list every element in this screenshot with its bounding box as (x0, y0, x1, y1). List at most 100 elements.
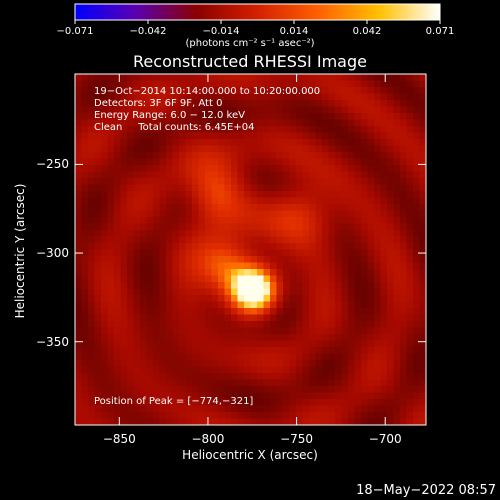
heatmap-cell (315, 100, 323, 108)
heatmap-cell (406, 373, 414, 381)
heatmap-cell (133, 347, 141, 355)
heatmap-cell (231, 418, 239, 425)
heatmap-cell (140, 314, 148, 322)
heatmap-cell (231, 171, 239, 179)
heatmap-cell (361, 262, 369, 270)
heatmap-cell (406, 379, 414, 387)
heatmap-cell (270, 158, 278, 166)
heatmap-cell (374, 243, 382, 251)
heatmap-cell (257, 210, 265, 218)
heatmap-cell (341, 366, 349, 374)
heatmap-cell (406, 93, 414, 101)
heatmap-cell (140, 210, 148, 218)
heatmap-cell (400, 282, 408, 290)
heatmap-cell (413, 132, 421, 140)
heatmap-cell (315, 132, 323, 140)
heatmap-cell (133, 145, 141, 153)
heatmap-cell (374, 412, 382, 420)
heatmap-cell (166, 106, 174, 114)
heatmap-cell (172, 360, 180, 368)
heatmap-cell (250, 334, 258, 342)
heatmap-cell (276, 197, 284, 205)
heatmap-cell (224, 308, 232, 316)
heatmap-cell (192, 80, 200, 88)
heatmap-cell (335, 412, 343, 420)
heatmap-cell (140, 360, 148, 368)
heatmap-cell (218, 132, 226, 140)
heatmap-cell (302, 340, 310, 348)
heatmap-cell (211, 100, 219, 108)
heatmap-cell (101, 301, 109, 309)
heatmap-cell (179, 204, 187, 212)
heatmap-cell (263, 139, 271, 147)
heatmap-cell (166, 184, 174, 192)
heatmap-cell (75, 301, 83, 309)
heatmap-cell (263, 184, 271, 192)
heatmap-cell (250, 399, 258, 407)
heatmap-cell (120, 197, 128, 205)
heatmap-cell (153, 139, 161, 147)
heatmap-cell (179, 152, 187, 160)
heatmap-cell (302, 178, 310, 186)
heatmap-cell (101, 334, 109, 342)
heatmap-cell (218, 301, 226, 309)
heatmap-cell (289, 217, 297, 225)
heatmap-cell (192, 230, 200, 238)
heatmap-cell (406, 314, 414, 322)
heatmap-cell (81, 288, 89, 296)
heatmap-cell (250, 165, 258, 173)
heatmap-cell (374, 308, 382, 316)
heatmap-cell (179, 379, 187, 387)
heatmap-cell (322, 340, 330, 348)
heatmap-cell (270, 288, 278, 296)
heatmap-cell (166, 282, 174, 290)
heatmap-cell (335, 132, 343, 140)
heatmap-cell (367, 347, 375, 355)
heatmap-cell (159, 314, 167, 322)
heatmap-cell (224, 262, 232, 270)
heatmap-cell (120, 386, 128, 394)
heatmap-cell (302, 269, 310, 277)
heatmap-cell (140, 301, 148, 309)
heatmap-cell (302, 217, 310, 225)
heatmap-cell (322, 171, 330, 179)
heatmap-cell (348, 308, 356, 316)
heatmap-cell (192, 327, 200, 335)
heatmap-cell (237, 152, 245, 160)
heatmap-cell (400, 243, 408, 251)
heatmap-cell (328, 204, 336, 212)
heatmap-cell (88, 243, 96, 251)
heatmap-cell (257, 269, 265, 277)
heatmap-cell (387, 191, 395, 199)
heatmap-cell (328, 405, 336, 413)
heatmap-cell (400, 230, 408, 238)
heatmap-cell (354, 275, 362, 283)
heatmap-cell (296, 119, 304, 127)
heatmap-cell (120, 314, 128, 322)
heatmap-cell (224, 178, 232, 186)
heatmap-cell (419, 340, 426, 348)
heatmap-cell (387, 119, 395, 127)
heatmap-cell (88, 204, 96, 212)
heatmap-cell (257, 353, 265, 361)
heatmap-cell (205, 145, 213, 153)
heatmap-cell (387, 256, 395, 264)
heatmap-cell (354, 405, 362, 413)
heatmap-cell (192, 210, 200, 218)
heatmap-cell (289, 301, 297, 309)
heatmap-cell (192, 165, 200, 173)
heatmap-cell (283, 334, 291, 342)
heatmap-cell (94, 132, 102, 140)
heatmap-cell (276, 418, 284, 425)
heatmap-cell (120, 334, 128, 342)
heatmap-cell (166, 256, 174, 264)
heatmap-cell (302, 256, 310, 264)
heatmap-cell (250, 171, 258, 179)
heatmap-cell (406, 301, 414, 309)
heatmap-cell (218, 347, 226, 355)
heatmap-cell (140, 405, 148, 413)
heatmap-cell (302, 314, 310, 322)
heatmap-cell (185, 106, 193, 114)
heatmap-cell (341, 288, 349, 296)
heatmap-cell (322, 236, 330, 244)
